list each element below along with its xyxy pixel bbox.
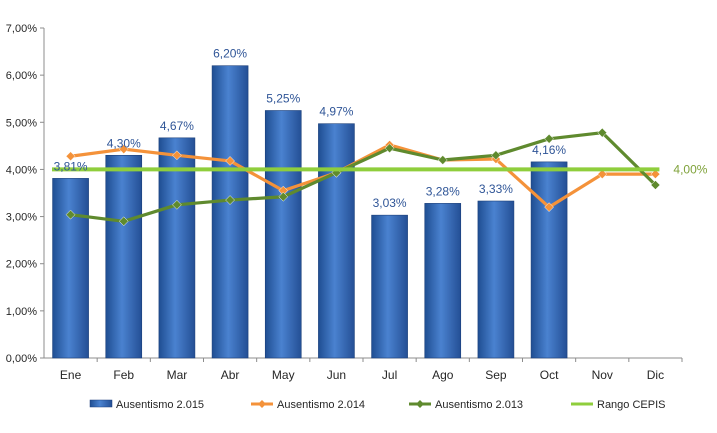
legend-label: Ausentismo 2.013 (435, 399, 523, 411)
line-point (544, 202, 554, 212)
line-point (65, 151, 76, 162)
bar-data-label: 6,20% (213, 47, 247, 61)
bar-may (264, 110, 302, 359)
bar-data-label: 4,30% (107, 136, 141, 150)
bar-mar (158, 137, 196, 359)
x-tick-label: Sep (485, 368, 507, 382)
bar-data-label: 4,67% (160, 119, 194, 133)
bar-data-label: 3,81% (54, 159, 88, 173)
line-point (225, 156, 235, 166)
x-tick-label: Oct (540, 368, 559, 382)
line-point (278, 191, 289, 202)
line-point (650, 169, 661, 179)
legend-label: Ausentismo 2.015 (116, 399, 204, 411)
bar-oct (530, 161, 568, 359)
bar-data-label: 3,33% (479, 182, 513, 196)
legend-swatch (89, 399, 113, 408)
bar-series (52, 65, 568, 359)
line-point (597, 169, 608, 179)
bar-data-label: 3,28% (426, 184, 460, 198)
x-tick-label: Mar (167, 368, 188, 382)
x-tick-label: Dic (647, 368, 664, 382)
line-point (597, 127, 608, 138)
axes: 0,00% 1,00% 2,00% 3,00% 4,00% 5,00% 6,00% 7,00%… (6, 23, 683, 382)
line-series-0 (70, 143, 656, 209)
x-tick-label: Nov (592, 368, 613, 382)
line-point (225, 195, 235, 205)
y-tick-label: 0,00% (6, 353, 37, 365)
y-tick-label: 7,00% (6, 23, 37, 35)
line-point (437, 155, 448, 165)
y-tick-label: 1,00% (6, 306, 37, 318)
x-tick-label: Abr (221, 368, 240, 382)
line-point (172, 150, 182, 161)
y-tick-label: 3,00% (6, 212, 37, 224)
x-tick-label: Jul (382, 368, 397, 382)
line-point (384, 143, 395, 154)
line-point (544, 133, 554, 144)
legend: Ausentismo 2.015 Ausentismo 2.014 Ausentis… (89, 399, 665, 411)
bar-data-label: 3,03% (373, 196, 407, 210)
data-labels: 4,00% 3,81% 4,30% 4,67% 6,20% 5,25% 4,97% 3,03%… (54, 47, 708, 210)
x-tick-label: Jun (327, 368, 346, 382)
legend-label: Rango CEPIS (597, 399, 665, 411)
bar-abr (211, 65, 249, 359)
bar-jul (371, 214, 408, 359)
bar-jun (318, 123, 355, 359)
legend-marker (258, 400, 266, 408)
y-tick-label: 2,00% (6, 259, 37, 271)
line-point (118, 144, 129, 155)
x-tick-label: Ene (60, 368, 82, 382)
x-tick-label: May (272, 368, 295, 382)
x-tick-label: Feb (113, 368, 134, 382)
y-tick-label: 4,00% (6, 164, 37, 176)
bar-sep (477, 200, 515, 359)
line-series-1 (70, 131, 657, 223)
y-tick-label: 5,00% (6, 117, 37, 129)
line-series (52, 127, 661, 227)
line-point (172, 199, 182, 210)
bar-ene (52, 178, 89, 359)
line-point (118, 216, 129, 227)
bar-data-label: 5,25% (266, 92, 300, 106)
x-tick-label: Ago (432, 368, 454, 382)
legend-marker (416, 400, 424, 408)
y-tick-label: 6,00% (6, 70, 37, 82)
range-end-label: 4,00% (673, 162, 707, 176)
legend-label: Ausentismo 2.014 (277, 399, 365, 411)
bar-feb (105, 154, 143, 359)
line-point (650, 180, 661, 190)
bar-data-label: 4,16% (532, 143, 566, 157)
bar-ago (424, 203, 462, 359)
line-point (65, 209, 76, 220)
line-point (491, 150, 501, 161)
bar-data-label: 4,97% (319, 105, 353, 119)
